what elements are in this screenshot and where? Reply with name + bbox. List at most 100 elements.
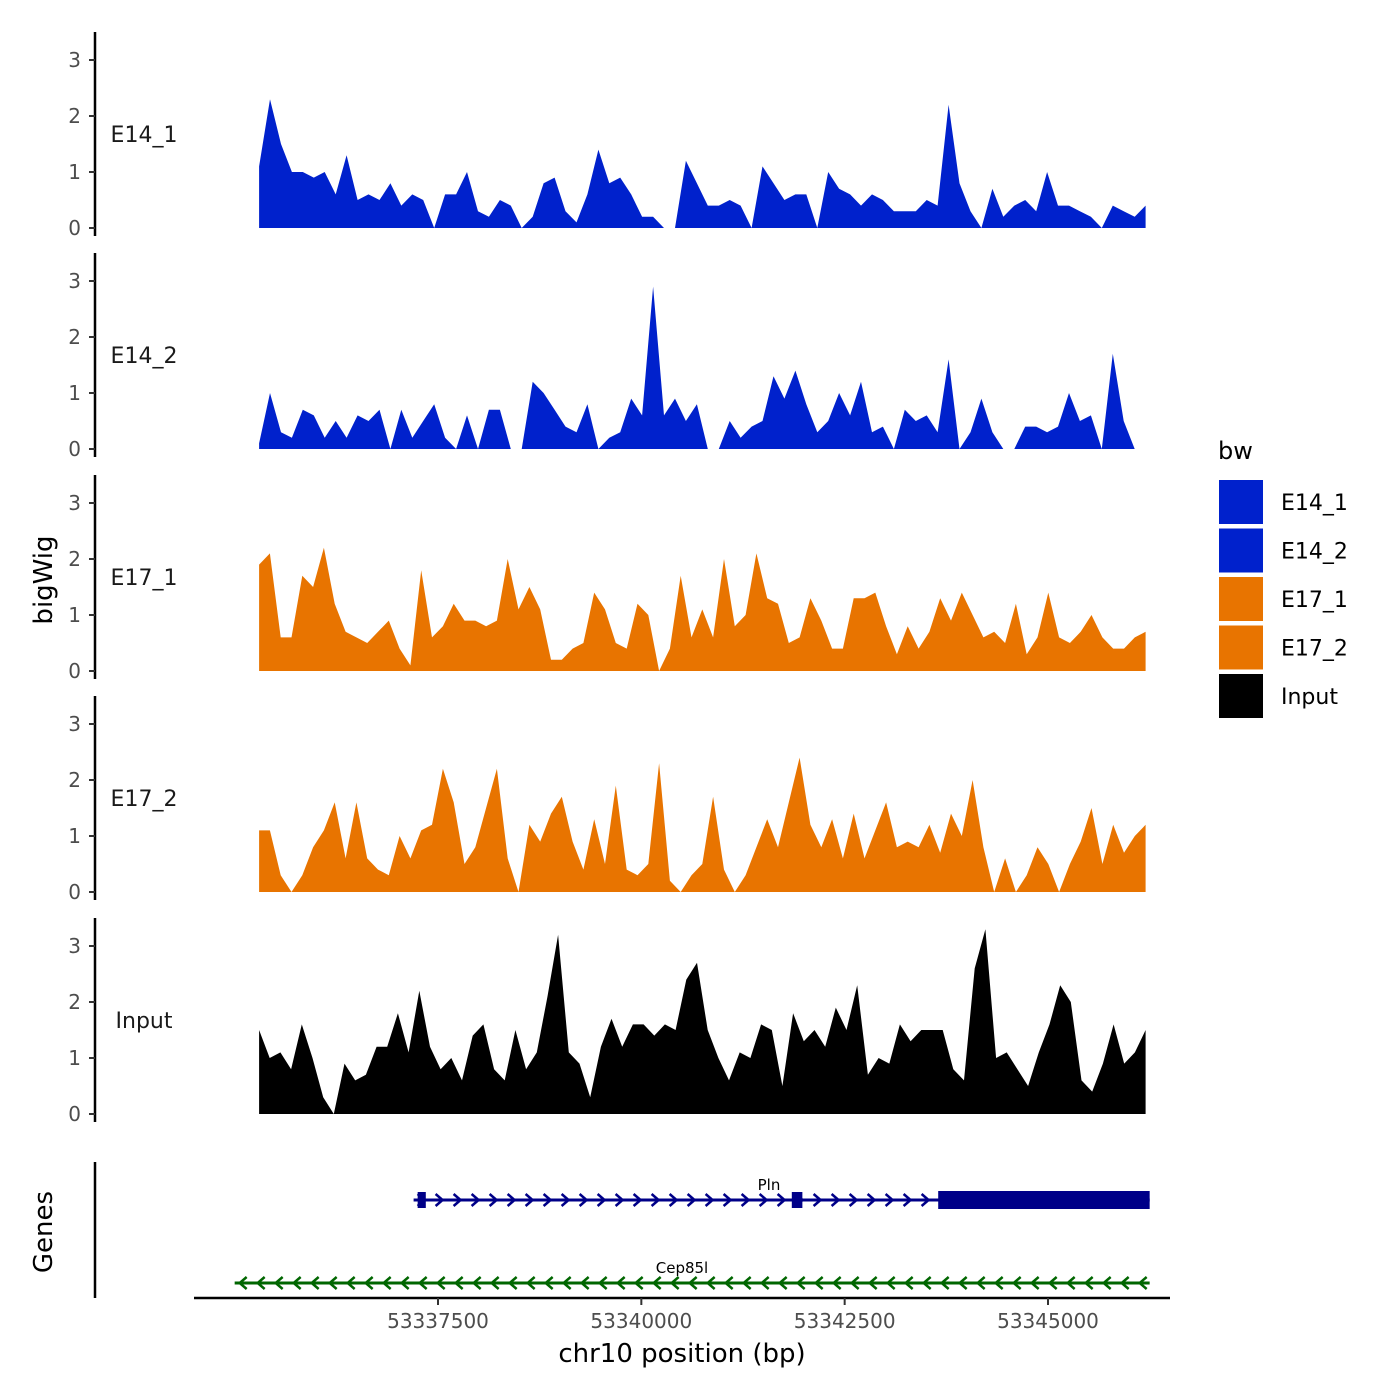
strand-arrow: [651, 1276, 662, 1290]
area-input: [259, 929, 1146, 1114]
strand-arrow: [722, 1193, 733, 1207]
strand-arrow: [381, 1276, 392, 1290]
y-tick-label: 2: [68, 104, 81, 128]
y-tick-label: 0: [68, 1102, 81, 1126]
strand-arrow: [993, 1276, 1004, 1290]
y-tick-label: 1: [68, 160, 81, 184]
strand-arrow: [758, 1193, 769, 1207]
track-label: E17_2: [111, 787, 178, 812]
track-input: 0 1 2 3 Input: [68, 918, 1146, 1126]
exon: [938, 1191, 1150, 1209]
strand-arrow: [687, 1276, 698, 1290]
strand-arrow: [452, 1193, 463, 1207]
strand-arrow: [524, 1193, 535, 1207]
strand-arrow: [830, 1193, 841, 1207]
strand-arrow: [884, 1193, 895, 1207]
y-tick-label: 0: [68, 216, 81, 240]
y-tick-label: 3: [68, 712, 81, 736]
y-tick-label: 0: [68, 437, 81, 461]
strand-arrow: [669, 1276, 680, 1290]
y-tick-label: 2: [68, 768, 81, 792]
strand-arrow: [650, 1193, 661, 1207]
legend-label: E17_2: [1281, 637, 1348, 662]
strand-arrow: [1101, 1276, 1112, 1290]
strand-arrow: [525, 1276, 536, 1290]
x-tick-label: 53345000: [997, 1309, 1099, 1333]
y-tick-label: 0: [68, 659, 81, 683]
x-tick-label: 53342500: [794, 1309, 896, 1333]
strand-arrow: [723, 1276, 734, 1290]
legend-swatch: [1219, 480, 1263, 524]
gene-label: Cep85l: [656, 1259, 708, 1277]
strand-arrow: [578, 1193, 589, 1207]
strand-arrow: [237, 1276, 248, 1290]
strand-arrow: [507, 1276, 518, 1290]
strand-arrow: [489, 1276, 500, 1290]
track-label: E14_2: [111, 344, 178, 369]
strand-arrow: [867, 1276, 878, 1290]
strand-arrow: [903, 1276, 914, 1290]
strand-arrow: [633, 1276, 644, 1290]
strand-arrow: [561, 1276, 572, 1290]
legend-swatch: [1219, 674, 1263, 718]
strand-arrow: [741, 1276, 752, 1290]
strand-arrow: [291, 1276, 302, 1290]
strand-arrow: [1119, 1276, 1130, 1290]
strand-arrow: [920, 1193, 931, 1207]
exon: [417, 1192, 426, 1208]
strand-arrow: [327, 1276, 338, 1290]
legend-swatch: [1219, 625, 1263, 670]
strand-arrow: [705, 1276, 716, 1290]
strand-arrow: [668, 1193, 679, 1207]
area-e17-1: [259, 547, 1146, 671]
legend-swatch: [1219, 577, 1263, 621]
y-tick-label: 3: [68, 48, 81, 72]
legend-label: E14_2: [1281, 540, 1348, 565]
x-axis: 53337500 53340000 53342500 53345000: [194, 1296, 1170, 1333]
strand-arrow: [921, 1276, 932, 1290]
x-tick-label: 53337500: [387, 1309, 489, 1333]
strand-arrow: [885, 1276, 896, 1290]
y-tick-label: 3: [68, 491, 81, 515]
y-tick-label: 0: [68, 880, 81, 904]
y-tick-label: 1: [68, 1046, 81, 1070]
legend-label: E17_1: [1281, 588, 1348, 613]
strand-arrow: [542, 1193, 553, 1207]
y-axis-title: bigWig: [29, 535, 59, 624]
strand-arrow: [1083, 1276, 1094, 1290]
strand-arrow: [579, 1276, 590, 1290]
area-e14-2: [259, 286, 1146, 449]
strand-arrow: [813, 1276, 824, 1290]
strand-arrow: [759, 1276, 770, 1290]
genes-panel: Pln Cep85l: [93, 1162, 1150, 1298]
exon: [791, 1192, 803, 1208]
track-e17-2: 0 1 2 3 E17_2: [68, 696, 1146, 904]
strand-arrow: [939, 1276, 950, 1290]
strand-arrow: [848, 1193, 859, 1207]
strand-arrow: [453, 1276, 464, 1290]
strand-arrow: [273, 1276, 284, 1290]
strand-arrow: [488, 1193, 499, 1207]
y-tick-label: 3: [68, 269, 81, 293]
strand-arrow: [614, 1193, 625, 1207]
y-tick-label: 1: [68, 824, 81, 848]
strand-arrow: [1029, 1276, 1040, 1290]
strand-arrow: [1047, 1276, 1058, 1290]
strand-arrow: [776, 1193, 787, 1207]
strand-arrow: [795, 1276, 806, 1290]
strand-arrow: [1137, 1276, 1148, 1290]
track-e14-2: 0 1 2 3 E14_2: [68, 253, 1146, 461]
strand-arrow: [363, 1276, 374, 1290]
strand-arrow: [777, 1276, 788, 1290]
strand-arrow: [560, 1193, 571, 1207]
genes-axis-title: Genes: [29, 1191, 59, 1273]
track-label: Input: [116, 1009, 173, 1034]
strand-arrow: [686, 1193, 697, 1207]
strand-arrow: [866, 1193, 877, 1207]
strand-arrow: [740, 1193, 751, 1207]
strand-arrow: [399, 1276, 410, 1290]
y-tick-label: 1: [68, 603, 81, 627]
strand-arrow: [543, 1276, 554, 1290]
strand-arrow: [1011, 1276, 1022, 1290]
